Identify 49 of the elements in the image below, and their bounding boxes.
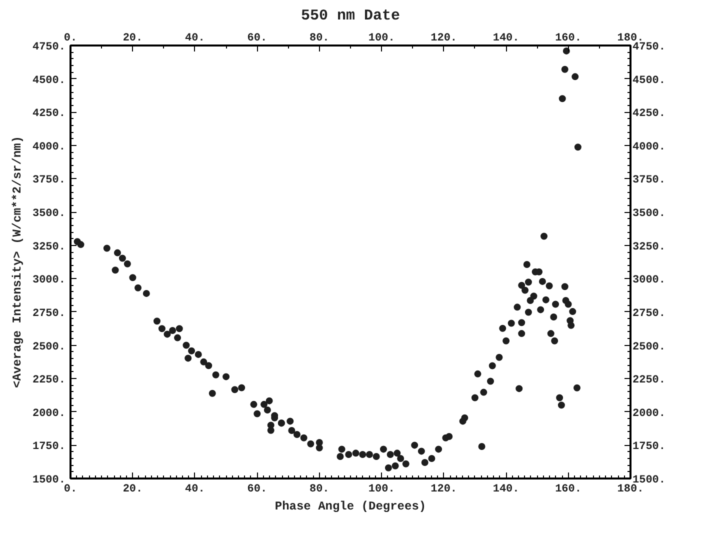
y-tick-label: 3000. [32, 274, 66, 287]
y-tick-label: 2500. [32, 341, 66, 354]
x2-tick-label: 180. [617, 484, 644, 496]
y2-tick-label: 4500. [632, 74, 666, 87]
x2-tick-label: 40. [185, 484, 205, 496]
x2-tick-label: 0. [64, 484, 78, 496]
y2-tick-label: 2250. [632, 374, 666, 387]
x-tick-label: 0. [64, 32, 78, 44]
y2-tick-label: 1750. [632, 441, 666, 454]
y2-tick-label: 4000. [632, 141, 666, 154]
x2-tick-label: 140. [492, 484, 520, 496]
x-tick-label: 140. [492, 32, 520, 44]
y-tick-label: 2000. [32, 408, 66, 420]
chart-title: 550 nm Date [300, 8, 400, 24]
y2-tick-label: 2000. [632, 408, 666, 420]
x-tick-label: 80. [309, 32, 330, 44]
x2-tick-label: 160. [555, 484, 582, 496]
y-axis-title: <Average Intensity> (W/cm**2/sr/nm) [10, 136, 24, 388]
x2-tick-label: 100. [368, 484, 395, 496]
x-tick-label: 100. [368, 32, 395, 44]
y2-tick-label: 3500. [632, 208, 666, 220]
y-tick-label: 2250. [32, 374, 66, 387]
x2-tick-label: 80. [309, 484, 330, 496]
y2-tick-label: 2750. [632, 308, 666, 320]
y2-tick-label: 3750. [632, 174, 666, 187]
y-tick-label: 3250. [32, 241, 66, 254]
y-tick-label: 4750. [32, 42, 66, 54]
y-tick-label: 3500. [32, 208, 66, 220]
y-tick-label: 1500. [32, 474, 66, 486]
y2-tick-label: 2500. [632, 341, 666, 354]
y-tick-label: 3750. [32, 174, 66, 187]
y-tick-label: 4000. [32, 141, 66, 154]
y2-tick-label: 3250. [632, 241, 666, 254]
x-axis-title: Phase Angle (Degrees) [274, 500, 426, 514]
x2-tick-label: 60. [247, 484, 268, 496]
y-tick-label: 2750. [32, 308, 66, 320]
x-tick-label: 40. [185, 32, 205, 44]
y-tick-label: 1750. [32, 441, 66, 454]
y2-tick-label: 4250. [632, 108, 666, 120]
y2-tick-label: 4750. [632, 42, 666, 54]
y-tick-label: 4250. [32, 108, 66, 120]
x-tick-label: 20. [122, 32, 143, 44]
x-tick-label: 60. [247, 32, 268, 44]
y-tick-label: 4500. [32, 74, 66, 87]
x2-tick-label: 20. [122, 484, 143, 496]
x2-tick-label: 120. [430, 484, 458, 496]
x-tick-label: 120. [430, 32, 458, 44]
y2-tick-label: 3000. [632, 274, 666, 287]
x-tick-label: 160. [555, 32, 582, 44]
